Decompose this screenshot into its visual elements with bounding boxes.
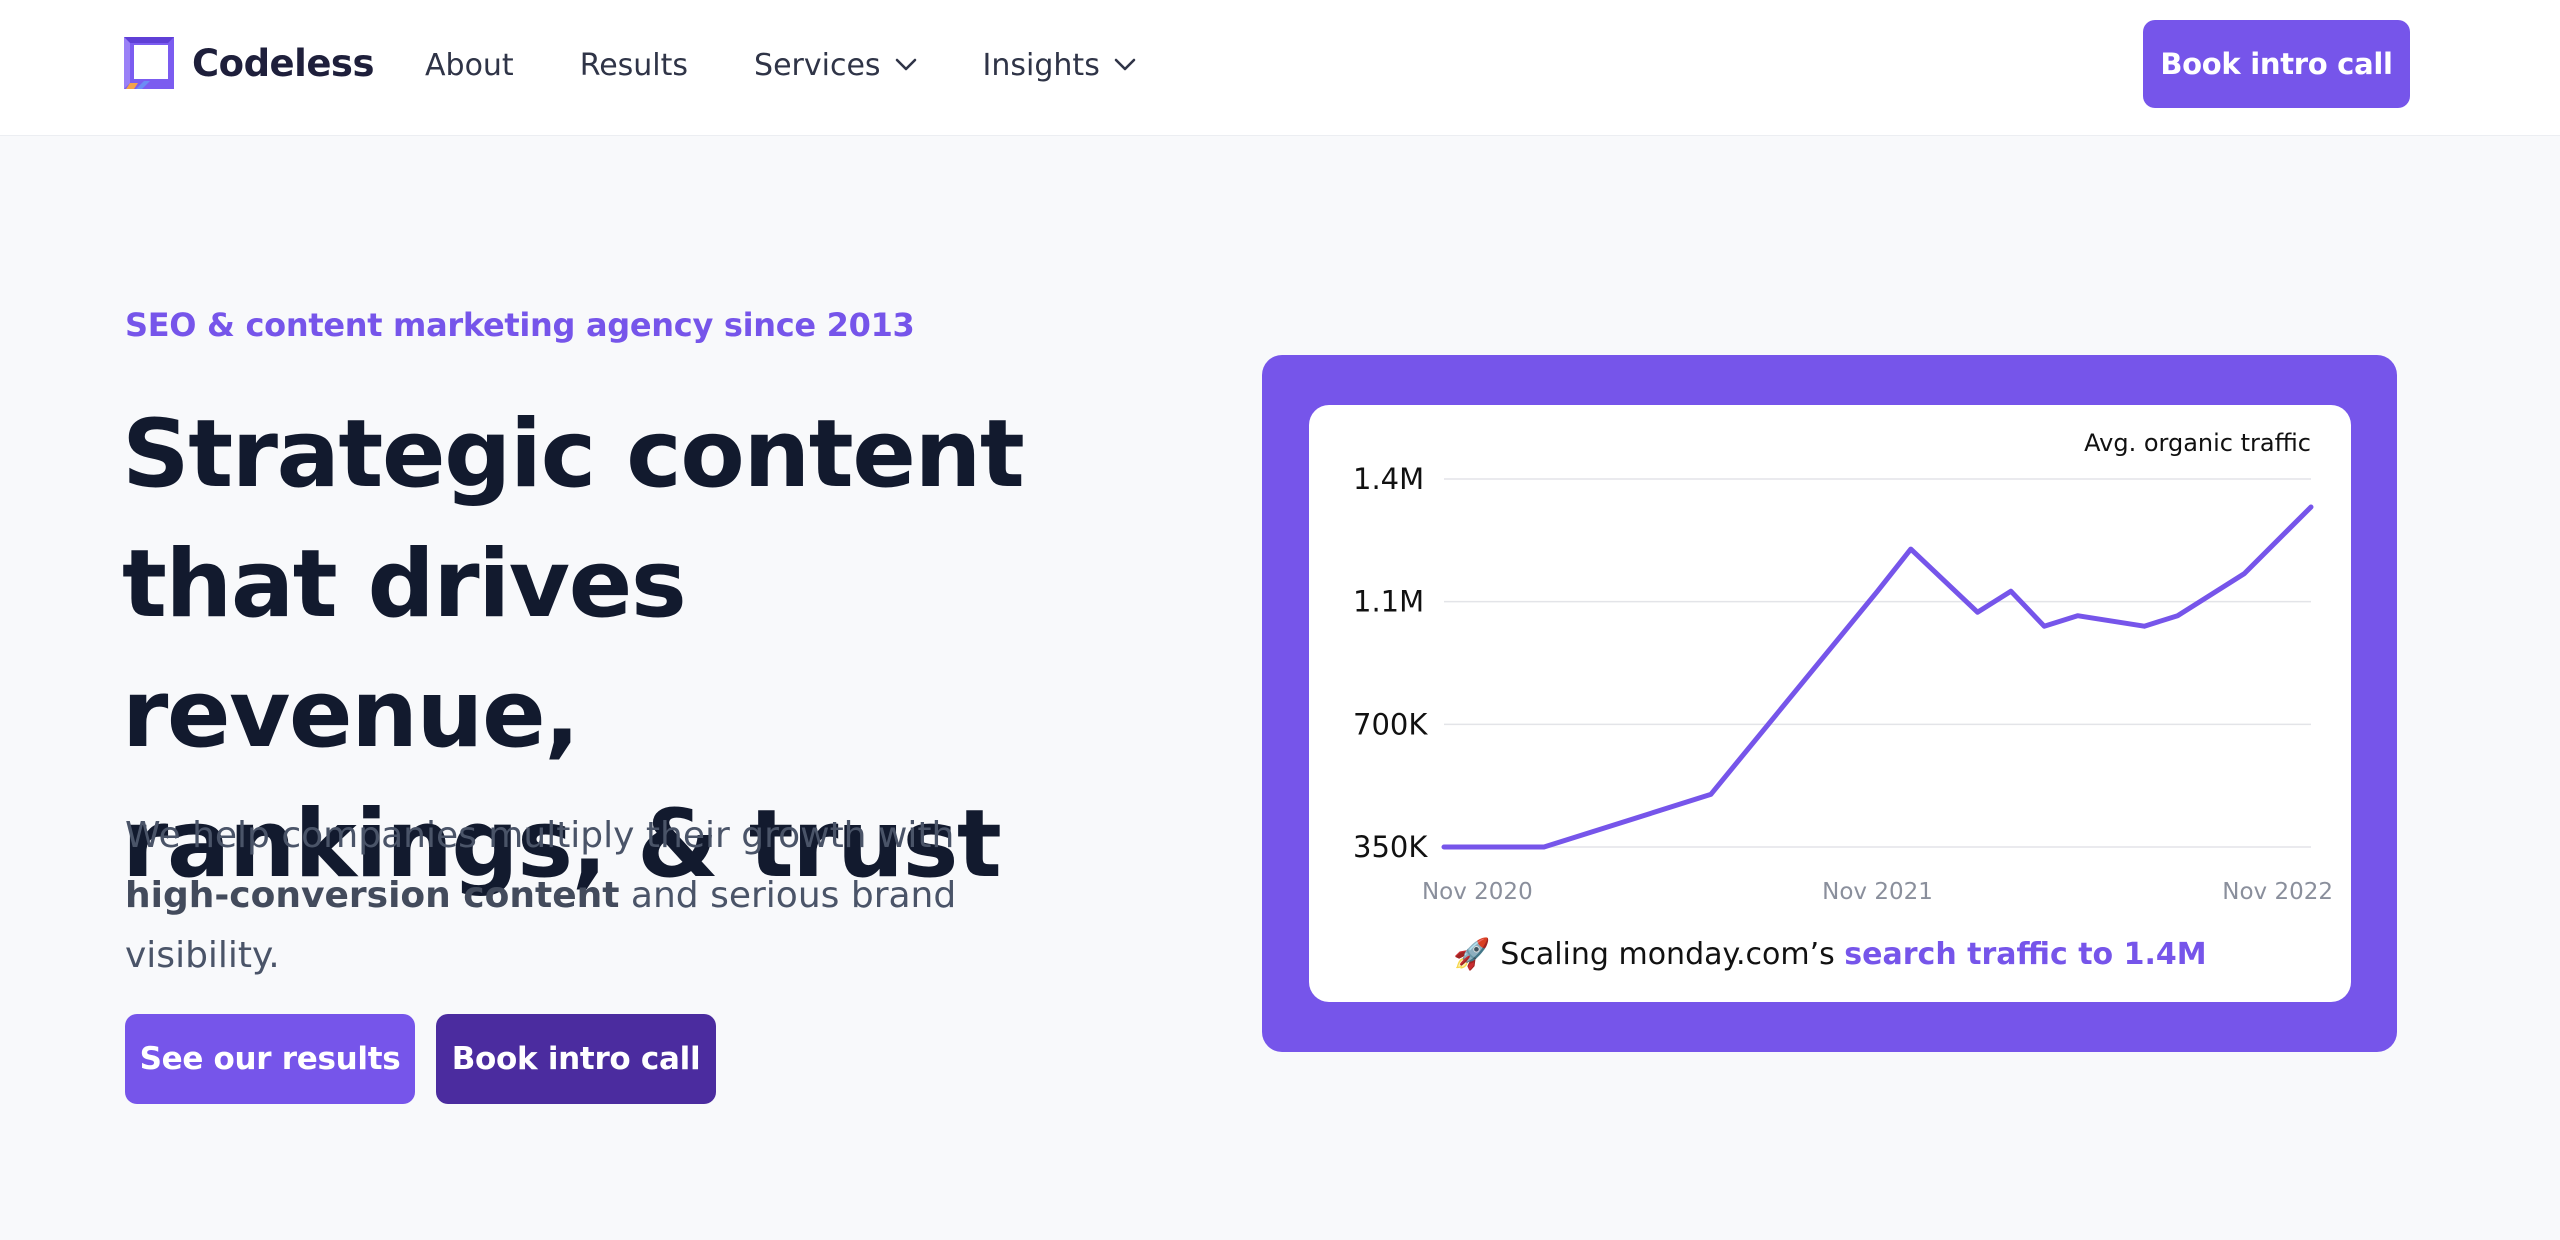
brand-name: Codeless	[192, 41, 374, 85]
chart-caption-text: 🚀 Scaling monday.com’s	[1453, 937, 1845, 972]
headline-line: that drives revenue,	[122, 530, 687, 769]
see-results-button[interactable]: See our results	[125, 1014, 415, 1104]
codeless-logo-icon	[124, 37, 174, 89]
chevron-down-icon	[1114, 58, 1136, 71]
book-intro-call-hero-button[interactable]: Book intro call	[436, 1014, 716, 1104]
y-tick-label: 350K	[1353, 830, 1428, 864]
nav-results[interactable]: Results	[580, 48, 688, 83]
nav-about-label: About	[425, 47, 514, 83]
y-tick-label: 700K	[1353, 707, 1428, 741]
book-intro-call-button[interactable]: Book intro call	[2143, 20, 2410, 108]
nav-services-label: Services	[754, 47, 881, 83]
hero-description-bold: high-conversion content	[125, 875, 620, 916]
nav-insights-label: Insights	[982, 47, 1100, 83]
chart-caption-highlight: search traffic to 1.4M	[1844, 937, 2207, 972]
x-tick-label: Nov 2020	[1422, 879, 1533, 905]
hero-description: We help companies multiply their growth …	[125, 806, 1055, 986]
nav-insights[interactable]: Insights	[983, 48, 1136, 83]
nav-about[interactable]: About	[425, 48, 514, 83]
x-tick-label: Nov 2022	[2222, 879, 2333, 905]
y-tick-label: 1.1M	[1353, 585, 1424, 619]
y-tick-label: 1.4M	[1353, 462, 1424, 496]
brand-logo[interactable]: Codeless	[122, 34, 374, 92]
chart-caption: 🚀 Scaling monday.com’s search traffic to…	[1309, 937, 2351, 972]
site-header: Codeless About Results Services Insights…	[0, 0, 2560, 136]
hero-headline: Strategic content that drives revenue, r…	[122, 390, 1102, 910]
headline-line: Strategic content	[122, 400, 1025, 509]
nav-results-label: Results	[579, 47, 689, 83]
nav-services[interactable]: Services	[754, 48, 917, 83]
headline-line: rankings, & trust	[122, 790, 1002, 899]
traffic-line-chart: Avg. organic traffic 1.4M 1.1M 700K 350K Nov …	[1353, 429, 2333, 905]
chart-title: Avg. organic traffic	[2084, 429, 2311, 457]
x-tick-label: Nov 2021	[1822, 879, 1933, 905]
traffic-series-line	[1441, 504, 2314, 850]
hero-description-text: and serious brand visibility.	[125, 875, 957, 976]
main-nav: About Results Services Insights	[425, 40, 1202, 90]
hero-description-text: We help companies multiply their growth …	[125, 815, 955, 856]
traffic-chart-card: Avg. organic traffic 1.4M 1.1M 700K 350K Nov …	[1309, 405, 2351, 1002]
chevron-down-icon	[895, 58, 916, 71]
hero-eyebrow: SEO & content marketing agency since 201…	[125, 306, 915, 344]
